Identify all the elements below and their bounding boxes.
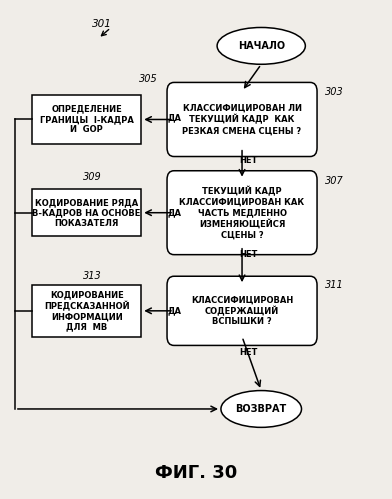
Text: 307: 307 [325, 176, 343, 186]
Text: ФИГ. 30: ФИГ. 30 [155, 464, 237, 482]
Text: НЕТ: НЕТ [239, 348, 258, 357]
Text: КЛАССИФИЦИРОВАН
СОДЕРЖАЩИЙ
ВСПЫШКИ ?: КЛАССИФИЦИРОВАН СОДЕРЖАЩИЙ ВСПЫШКИ ? [191, 295, 293, 326]
Text: КЛАССИФИЦИРОВАН ЛИ
ТЕКУЩИЙ КАДР  КАК
РЕЗКАЯ СМЕНА СЦЕНЫ ?: КЛАССИФИЦИРОВАН ЛИ ТЕКУЩИЙ КАДР КАК РЕЗК… [183, 104, 301, 135]
FancyBboxPatch shape [32, 95, 142, 144]
Text: ДА: ДА [167, 208, 181, 217]
Ellipse shape [217, 27, 305, 64]
Text: 309: 309 [83, 172, 102, 182]
Text: НЕТ: НЕТ [239, 156, 258, 165]
Text: 311: 311 [325, 280, 343, 290]
FancyBboxPatch shape [167, 276, 317, 345]
Text: ДА: ДА [167, 113, 181, 122]
FancyBboxPatch shape [32, 190, 142, 236]
FancyBboxPatch shape [167, 82, 317, 157]
Ellipse shape [221, 391, 301, 427]
Text: КОДИРОВАНИЕ РЯДА
В-КАДРОВ НА ОСНОВЕ
ПОКАЗАТЕЛЯ: КОДИРОВАНИЕ РЯДА В-КАДРОВ НА ОСНОВЕ ПОКА… [33, 198, 141, 228]
Text: 305: 305 [139, 74, 158, 84]
FancyBboxPatch shape [32, 285, 142, 337]
Text: 301: 301 [92, 19, 112, 29]
Text: 313: 313 [83, 271, 102, 281]
Text: 303: 303 [325, 86, 343, 96]
Text: ОПРЕДЕЛЕНИЕ
ГРАНИЦЫ  I-КАДРА
И  GOP: ОПРЕДЕЛЕНИЕ ГРАНИЦЫ I-КАДРА И GOP [40, 105, 134, 134]
Text: НАЧАЛО: НАЧАЛО [238, 41, 285, 51]
Text: ВОЗВРАТ: ВОЗВРАТ [236, 404, 287, 414]
Text: ДА: ДА [167, 306, 181, 315]
Text: КОДИРОВАНИЕ
ПРЕДСКАЗАННОЙ
ИНФОРМАЦИИ
ДЛЯ  МВ: КОДИРОВАНИЕ ПРЕДСКАЗАННОЙ ИНФОРМАЦИИ ДЛЯ… [44, 290, 129, 332]
Text: ТЕКУЩИЙ КАДР
КЛАССИФИЦИРОВАН КАК
ЧАСТЬ МЕДЛЕННО
ИЗМЕНЯЮЩЕЙСЯ
СЦЕНЫ ?: ТЕКУЩИЙ КАДР КЛАССИФИЦИРОВАН КАК ЧАСТЬ М… [180, 186, 305, 239]
Text: НЕТ: НЕТ [239, 250, 258, 259]
FancyBboxPatch shape [167, 171, 317, 254]
